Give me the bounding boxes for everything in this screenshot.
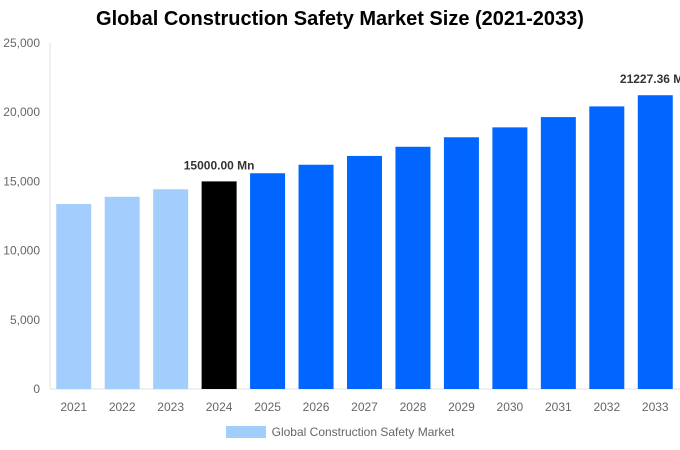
x-tick-label: 2025 [254, 400, 281, 414]
bar-2024 [201, 181, 237, 389]
x-tick-label: 2024 [206, 400, 233, 414]
y-tick-label: 10,000 [3, 244, 40, 258]
bar-2029 [443, 137, 479, 389]
legend-swatch [225, 426, 266, 438]
bar-2026 [298, 164, 334, 389]
bar-2025 [250, 173, 286, 389]
x-tick-label: 2033 [642, 400, 669, 414]
x-tick-label: 2021 [60, 400, 87, 414]
data-label-2024: 15000.00 Mn [184, 158, 255, 172]
bar-2030 [492, 127, 528, 389]
bar-2021 [56, 204, 92, 389]
x-tick-label: 2030 [497, 400, 524, 414]
x-tick-label: 2023 [157, 400, 184, 414]
bar-2033 [637, 95, 673, 389]
y-tick-label: 25,000 [3, 36, 40, 50]
legend-label: Global Construction Safety Market [271, 425, 455, 439]
bar-2028 [395, 146, 431, 389]
y-tick-label: 5,000 [10, 313, 40, 327]
x-tick-label: 2032 [593, 400, 620, 414]
x-tick-label: 2027 [351, 400, 378, 414]
y-tick-label: 15,000 [3, 174, 40, 188]
chart-title: Global Construction Safety Market Size (… [96, 8, 584, 30]
bar-2027 [347, 155, 382, 389]
x-tick-label: 2022 [109, 400, 136, 414]
legend[interactable]: Global Construction Safety Market [0, 425, 680, 439]
bar-2031 [540, 117, 576, 390]
data-label-2033: 21227.36 Mn [620, 72, 680, 86]
x-tick-label: 2031 [545, 400, 572, 414]
y-tick-label: 0 [33, 382, 40, 396]
y-tick-label: 20,000 [3, 105, 40, 119]
bar-2023 [153, 189, 189, 389]
bar-2022 [104, 196, 140, 389]
x-tick-label: 2029 [448, 400, 475, 414]
x-tick-label: 2028 [400, 400, 427, 414]
x-tick-label: 2026 [303, 400, 330, 414]
bar-2032 [589, 106, 625, 390]
